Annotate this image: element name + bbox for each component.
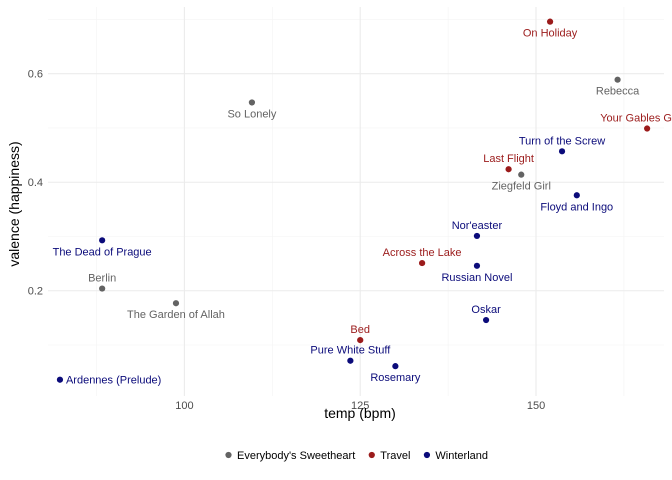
y-axis-title: valence (happiness) bbox=[6, 141, 22, 266]
grid-lines bbox=[48, 7, 664, 396]
point-turn-of-the-screw bbox=[558, 148, 566, 155]
x-tick-label: 150 bbox=[527, 400, 545, 412]
point-berlin bbox=[99, 285, 106, 292]
point-floyd-and-ingo bbox=[573, 192, 580, 199]
legend-label-travel: Travel bbox=[380, 450, 410, 462]
label-oskar: Oskar bbox=[471, 304, 501, 316]
x-axis-ticks: 100 125 150 bbox=[175, 400, 545, 412]
point-on-holiday bbox=[546, 18, 554, 25]
legend-key-winterland bbox=[423, 451, 431, 459]
point-across-the-lake bbox=[419, 259, 426, 267]
label-rebecca: Rebecca bbox=[596, 86, 640, 98]
x-axis-title: temp (bpm) bbox=[324, 405, 396, 421]
label-the-garden-of-allah: The Garden of Allah bbox=[127, 309, 225, 321]
y-tick-label: 0.4 bbox=[28, 177, 43, 189]
point-russian-novel bbox=[473, 262, 481, 269]
legend-key-travel bbox=[368, 451, 375, 459]
point-pure-white-stuff bbox=[347, 357, 354, 364]
label-across-the-lake: Across the Lake bbox=[383, 247, 462, 259]
point-last-flight bbox=[505, 166, 512, 173]
y-axis-ticks: 0.2 0.4 0.6 bbox=[28, 69, 43, 298]
label-berlin: Berlin bbox=[88, 273, 116, 285]
point-the-dead-of-prague bbox=[99, 237, 106, 244]
data-points bbox=[56, 18, 651, 383]
y-tick-label: 0.6 bbox=[28, 69, 43, 81]
label-pure-white-stuff: Pure White Stuff bbox=[310, 345, 391, 357]
point-labels: Berlin The Garden of Allah So Lonely Ziegfe… bbox=[53, 28, 672, 387]
label-ziegfeld-girl: Ziegfeld Girl bbox=[492, 181, 551, 193]
x-tick-label: 125 bbox=[351, 400, 369, 412]
label-rosemary: Rosemary bbox=[370, 372, 421, 384]
label-on-holiday: On Holiday bbox=[523, 28, 578, 40]
label-so-lonely: So Lonely bbox=[227, 108, 276, 120]
point-your-gables-green bbox=[644, 125, 651, 132]
point-the-garden-of-allah bbox=[172, 300, 180, 307]
point-oskar bbox=[482, 316, 490, 324]
legend: Everybody's Sweetheart Travel Winterland bbox=[225, 450, 488, 462]
point-so-lonely bbox=[248, 99, 256, 106]
label-ardennes-prelude: Ardennes (Prelude) bbox=[66, 375, 161, 387]
point-rebecca bbox=[614, 76, 621, 83]
x-tick-label: 100 bbox=[175, 400, 193, 412]
point-ziegfeld-girl bbox=[518, 171, 525, 178]
point-rosemary bbox=[392, 363, 399, 370]
label-your-gables-green: Your Gables Green bbox=[600, 113, 672, 125]
y-tick-label: 0.2 bbox=[28, 286, 43, 298]
label-turn-of-the-screw: Turn of the Screw bbox=[519, 135, 605, 147]
point-ardennes-prelude bbox=[56, 376, 64, 383]
point-nor-easter bbox=[473, 232, 481, 240]
label-last-flight: Last Flight bbox=[483, 153, 534, 165]
label-nor-easter: Nor'easter bbox=[452, 220, 503, 232]
label-russian-novel: Russian Novel bbox=[441, 272, 512, 284]
label-floyd-and-ingo: Floyd and Ingo bbox=[540, 201, 613, 213]
label-bed: Bed bbox=[350, 324, 370, 336]
label-the-dead-of-prague: The Dead of Prague bbox=[53, 246, 152, 258]
point-bed bbox=[357, 337, 364, 344]
legend-label-winterland: Winterland bbox=[435, 450, 488, 462]
legend-label-everybody-s-sweetheart: Everybody's Sweetheart bbox=[237, 450, 355, 462]
legend-key-everybody-s-sweetheart bbox=[225, 451, 232, 459]
